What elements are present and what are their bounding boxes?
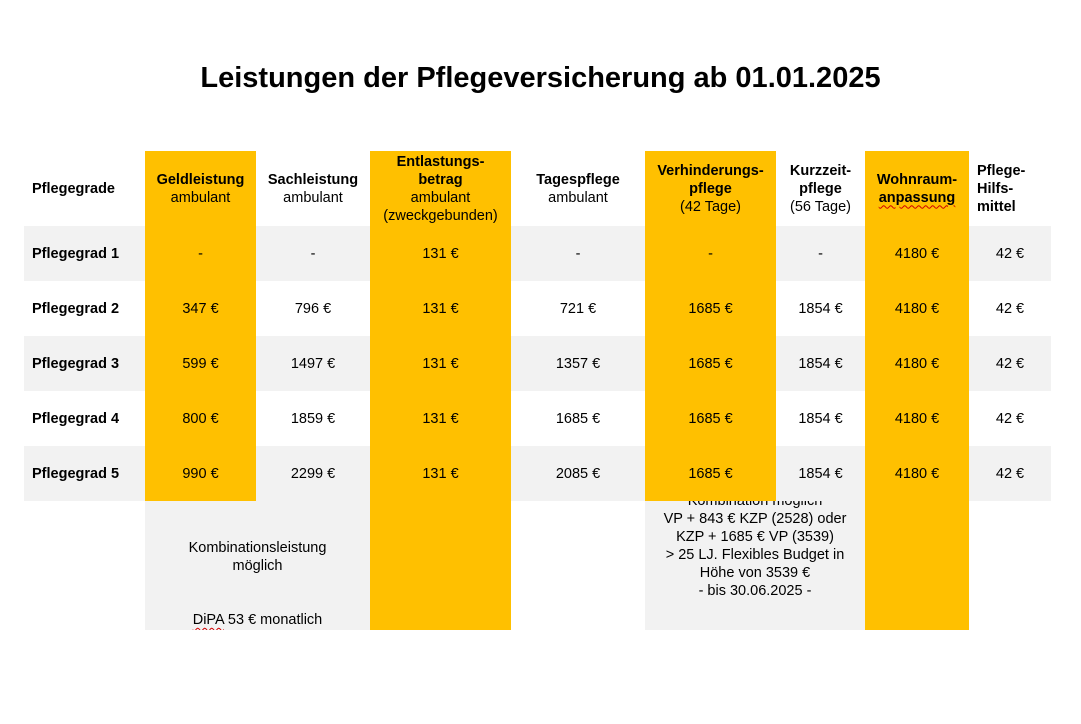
sach-cell: 2299 € <box>256 446 370 501</box>
entlastung-cell: 131 € <box>370 446 511 501</box>
entlastung-cell: 131 € <box>370 391 511 446</box>
footer-entlastung-cell <box>370 501 511 630</box>
sach-cell: - <box>256 226 370 281</box>
combination-detail: Kombination möglich VP + 843 € KZP (2528… <box>663 501 847 599</box>
tages-cell: 2085 € <box>511 446 645 501</box>
wohnraum-cell: 4180 € <box>865 391 969 446</box>
header-grade: Pflegegrade <box>24 151 145 226</box>
grade-cell: Pflegegrad 3 <box>24 336 145 391</box>
table-row: Pflegegrad 3 599 € 1497 € 131 € 1357 € 1… <box>24 336 1051 391</box>
sach-cell: 1497 € <box>256 336 370 391</box>
header-verhinderungspflege: Verhinderungs- pflege (42 Tage) <box>645 151 776 226</box>
wohnraum-cell: 4180 € <box>865 446 969 501</box>
tages-cell: - <box>511 226 645 281</box>
page-title: Leistungen der Pflegeversicherung ab 01.… <box>200 62 881 94</box>
verhinderung-cell: 1685 € <box>645 281 776 336</box>
header-sachleistung: Sachleistung ambulant <box>256 151 370 226</box>
footer-blank-cell <box>511 501 645 630</box>
footer-wohnraum-cell <box>865 501 969 630</box>
verhinderung-cell: - <box>645 226 776 281</box>
table-row: Pflegegrad 1 - - 131 € - - - 4180 € 42 € <box>24 226 1051 281</box>
tages-cell: 1357 € <box>511 336 645 391</box>
sach-cell: 796 € <box>256 281 370 336</box>
combination-note: Kombinationsleistung möglich <box>188 540 327 574</box>
table-row: Pflegegrad 4 800 € 1859 € 131 € 1685 € 1… <box>24 391 1051 446</box>
entlastung-cell: 131 € <box>370 336 511 391</box>
entlastung-cell: 131 € <box>370 226 511 281</box>
benefits-table: Pflegegrade Geldleistung ambulant Sachle… <box>24 151 1051 630</box>
footer-blank-cell <box>969 501 1051 630</box>
wohnraum-cell: 4180 € <box>865 226 969 281</box>
verhinderung-cell: 1685 € <box>645 391 776 446</box>
grade-cell: Pflegegrad 4 <box>24 391 145 446</box>
tages-cell: 721 € <box>511 281 645 336</box>
header-entlastungsbetrag: Entlastungs- betrag ambulant (zweckgebun… <box>370 151 511 226</box>
grade-cell: Pflegegrad 5 <box>24 446 145 501</box>
geld-cell: 990 € <box>145 446 256 501</box>
footer-blank-cell <box>24 501 145 630</box>
wohnraum-cell: 4180 € <box>865 336 969 391</box>
geld-cell: 347 € <box>145 281 256 336</box>
kurzzeit-cell: 1854 € <box>776 281 865 336</box>
entlastung-cell: 131 € <box>370 281 511 336</box>
table-row: Pflegegrad 5 990 € 2299 € 131 € 2085 € 1… <box>24 446 1051 501</box>
kurzzeit-cell: 1854 € <box>776 391 865 446</box>
hilfsmittel-cell: 42 € <box>969 226 1051 281</box>
grade-cell: Pflegegrad 2 <box>24 281 145 336</box>
kurzzeit-cell: - <box>776 226 865 281</box>
hilfsmittel-cell: 42 € <box>969 446 1051 501</box>
sach-cell: 1859 € <box>256 391 370 446</box>
wohnraum-cell: 4180 € <box>865 281 969 336</box>
header-pflegehilfsmittel: Pflege- Hilfs- mittel <box>969 151 1051 226</box>
dipa-note: DiPA 53 € monatlich <box>192 612 323 628</box>
hilfsmittel-cell: 42 € <box>969 336 1051 391</box>
hilfsmittel-cell: 42 € <box>969 391 1051 446</box>
verhinderung-cell: 1685 € <box>645 336 776 391</box>
hilfsmittel-cell: 42 € <box>969 281 1051 336</box>
tages-cell: 1685 € <box>511 391 645 446</box>
header-wohnraumanpassung: Wohnraum- anpassung <box>865 151 969 226</box>
footer-row: Kombinationsleistung möglich DiPA 53 € m… <box>24 501 1051 630</box>
kurzzeit-cell: 1854 € <box>776 336 865 391</box>
header-kurzzeitpflege: Kurzzeit- pflege (56 Tage) <box>776 151 865 226</box>
header-row: Pflegegrade Geldleistung ambulant Sachle… <box>24 151 1051 226</box>
geld-cell: 599 € <box>145 336 256 391</box>
combination-note-cell: Kombinationsleistung möglich DiPA 53 € m… <box>145 501 370 630</box>
verhinderung-cell: 1685 € <box>645 446 776 501</box>
grade-cell: Pflegegrad 1 <box>24 226 145 281</box>
kurzzeit-cell: 1854 € <box>776 446 865 501</box>
geld-cell: - <box>145 226 256 281</box>
geld-cell: 800 € <box>145 391 256 446</box>
combination-detail-cell: Kombination möglich VP + 843 € KZP (2528… <box>645 501 865 630</box>
table-row: Pflegegrad 2 347 € 796 € 131 € 721 € 168… <box>24 281 1051 336</box>
header-geldleistung: Geldleistung ambulant <box>145 151 256 226</box>
header-tagespflege: Tagespflege ambulant <box>511 151 645 226</box>
